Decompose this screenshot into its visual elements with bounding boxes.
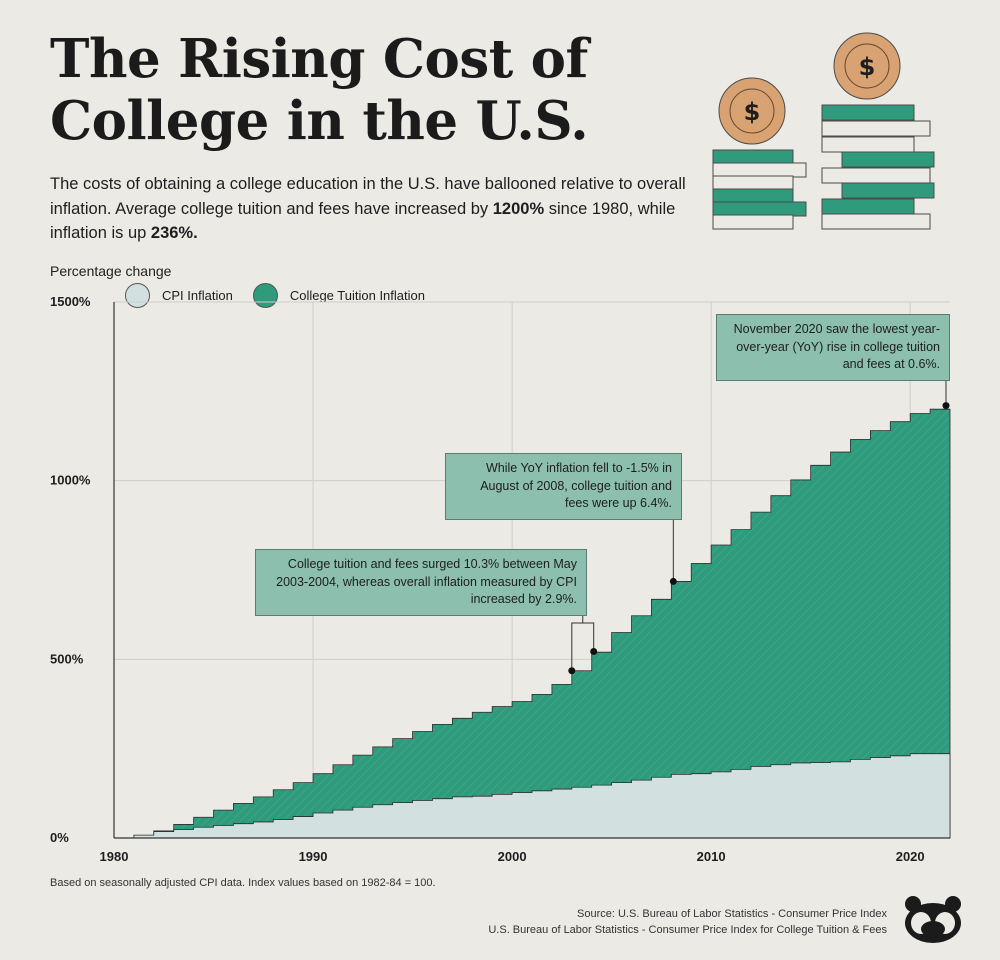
x-tick-label: 1990 bbox=[299, 849, 328, 864]
annotation-2008: While YoY inflation fell to -1.5% in Aug… bbox=[445, 453, 682, 520]
tuition-increase-value: 1200% bbox=[492, 199, 545, 218]
annotation-point bbox=[568, 667, 576, 675]
legend-item-college: College Tuition Inflation bbox=[252, 283, 425, 308]
dollar-sign: $ bbox=[744, 98, 761, 126]
dollar-sign: $ bbox=[859, 53, 876, 81]
annotation-2020: November 2020 saw the lowest year-over-y… bbox=[716, 314, 950, 381]
axes: 0% 500% 1000% 1500% 1980 1990 2000 2010 2020 bbox=[50, 294, 950, 864]
annotation-point bbox=[942, 402, 950, 410]
legend-item-cpi: CPI Inflation bbox=[125, 283, 233, 308]
y-axis-title: Percentage change bbox=[50, 263, 172, 279]
bracket-2003 bbox=[571, 622, 595, 671]
legend: CPI Inflation College Tuition Inflation bbox=[125, 283, 445, 308]
annotation-markers bbox=[568, 378, 950, 675]
left-stack: $ bbox=[712, 77, 807, 230]
subtitle-pre: The costs of obtaining a college educati… bbox=[50, 175, 686, 218]
logo-icon bbox=[905, 896, 961, 943]
right-stack: $ bbox=[821, 32, 935, 230]
y-tick-label: 0% bbox=[50, 830, 69, 845]
source: Source: U.S. Bureau of Labor Statistics … bbox=[488, 906, 887, 938]
coin-stack-illustration: $ $ bbox=[712, 32, 935, 230]
annotation-point bbox=[669, 577, 677, 585]
x-tick-label: 2020 bbox=[896, 849, 925, 864]
x-tick-label: 1980 bbox=[100, 849, 129, 864]
legend-label-college: College Tuition Inflation bbox=[289, 288, 425, 303]
coin-icon bbox=[833, 32, 901, 100]
source-line-2: U.S. Bureau of Labor Statistics - Consum… bbox=[488, 924, 887, 936]
subtitle: The costs of obtaining a college educati… bbox=[50, 172, 700, 246]
annotation-point bbox=[590, 647, 598, 655]
x-tick-label: 2010 bbox=[697, 849, 726, 864]
college-tuition-area bbox=[114, 408, 951, 839]
y-tick-label: 500% bbox=[50, 651, 84, 666]
footnote: Based on seasonally adjusted CPI data. I… bbox=[50, 877, 436, 889]
y-tick-label: 1000% bbox=[50, 473, 91, 488]
cpi-increase-value: 236%. bbox=[150, 224, 198, 242]
areas bbox=[114, 408, 951, 839]
y-tick-label: 1500% bbox=[50, 294, 91, 309]
annotation-2003: College tuition and fees surged 10.3% be… bbox=[255, 549, 587, 616]
chart-icon bbox=[125, 283, 150, 308]
x-tick-label: 2000 bbox=[498, 849, 527, 864]
source-line-1: Source: U.S. Bureau of Labor Statistics … bbox=[577, 908, 887, 920]
coin-icon bbox=[718, 77, 786, 145]
cpi-inflation-area bbox=[114, 753, 951, 839]
legend-label-cpi: CPI Inflation bbox=[162, 288, 233, 303]
page-title: The Rising Cost of College in the U.S. bbox=[50, 28, 589, 152]
mailbox-icon bbox=[252, 283, 278, 308]
subtitle-mid: since 1980, while inflation is up bbox=[50, 199, 676, 243]
